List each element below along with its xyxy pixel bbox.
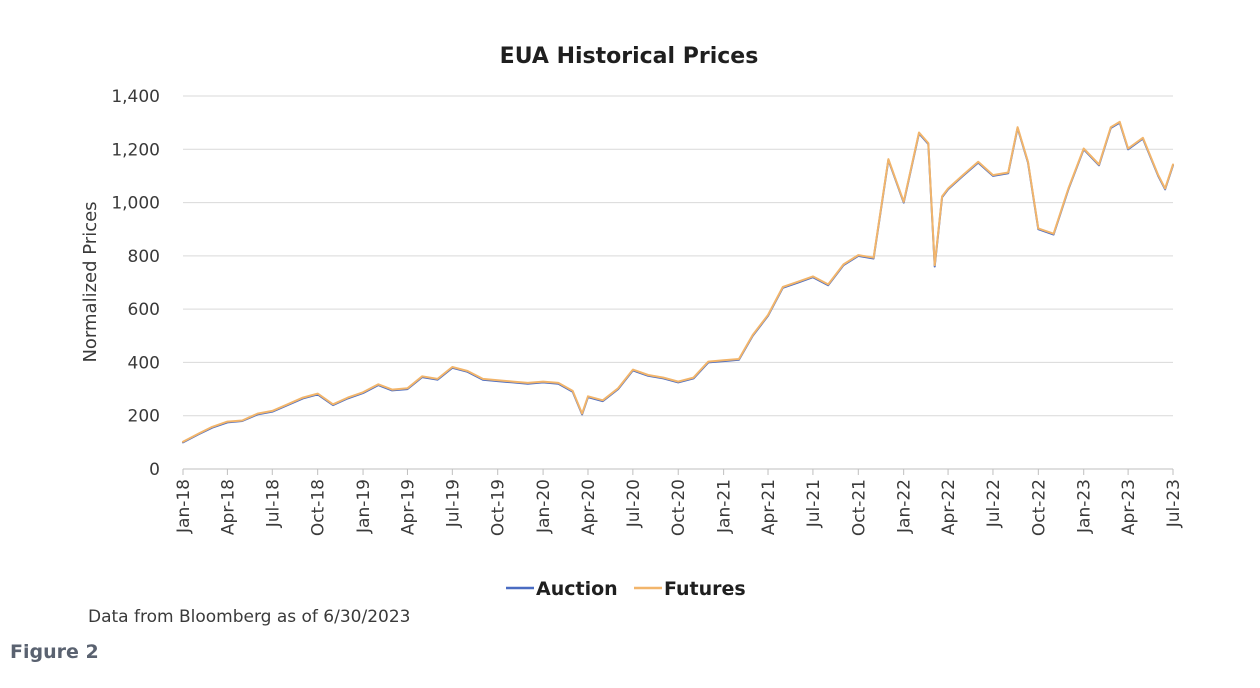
series-line-auction — [182, 121, 1174, 444]
x-tick-label: Jan-22 — [895, 479, 915, 534]
x-tick-label: Jan-19 — [354, 479, 374, 534]
y-tick-label: 0 — [149, 460, 160, 480]
x-tick-label: Jul-22 — [984, 479, 1004, 528]
gridlines — [183, 95, 1173, 417]
y-tick-label: 600 — [128, 300, 160, 320]
x-tick-label: Jan-23 — [1075, 479, 1095, 534]
series-lines — [182, 120, 1174, 444]
x-tick-label: Jul-23 — [1164, 479, 1184, 528]
x-tick-label: Jul-19 — [443, 479, 463, 528]
y-tick-label: 200 — [128, 407, 160, 427]
source-note: Data from Bloomberg as of 6/30/2023 — [88, 607, 411, 627]
x-tick-label: Jan-21 — [715, 479, 735, 534]
y-axis-ticks: 0 200 400 600 800 1,000 1,200 1,400 — [111, 87, 160, 480]
x-tick-label: Apr-18 — [218, 479, 238, 535]
x-tick-label: Oct-20 — [669, 479, 689, 536]
x-tick-label: Oct-21 — [849, 479, 869, 536]
x-tick-label: Jan-18 — [174, 479, 194, 534]
x-tick-label: Apr-20 — [579, 479, 599, 535]
x-tick-label: Jan-20 — [534, 479, 554, 534]
x-axis-ticks: Jan-18 Apr-18 Jul-18 Oct-18 Jan-19 Apr-19 Jul-… — [174, 469, 1184, 536]
series-line-futures — [182, 120, 1174, 443]
x-tick-label: Jul-20 — [624, 479, 644, 528]
chart-title: EUA Historical Prices — [500, 44, 759, 69]
legend-label-futures: Futures — [664, 578, 746, 600]
y-tick-label: 1,000 — [111, 194, 160, 214]
x-tick-label: Apr-19 — [398, 479, 418, 535]
figure-label: Figure 2 — [10, 641, 99, 663]
legend-label-auction: Auction — [536, 578, 618, 600]
x-tick-label: Apr-22 — [939, 479, 959, 535]
x-tick-label: Oct-19 — [489, 479, 509, 536]
y-tick-label: 1,200 — [111, 140, 160, 160]
legend: Auction Futures — [506, 578, 746, 600]
x-tick-label: Jul-18 — [263, 479, 283, 528]
x-tick-label: Jul-21 — [804, 479, 824, 528]
x-tick-label: Oct-22 — [1029, 479, 1049, 536]
x-tick-label: Apr-21 — [759, 479, 779, 535]
y-tick-label: 800 — [128, 247, 160, 267]
y-tick-label: 1,400 — [111, 87, 160, 107]
x-tick-label: Apr-23 — [1119, 479, 1139, 535]
x-tick-label: Oct-18 — [309, 479, 329, 536]
y-axis-label: Normalized Prices — [80, 201, 101, 362]
y-tick-label: 400 — [128, 353, 160, 373]
